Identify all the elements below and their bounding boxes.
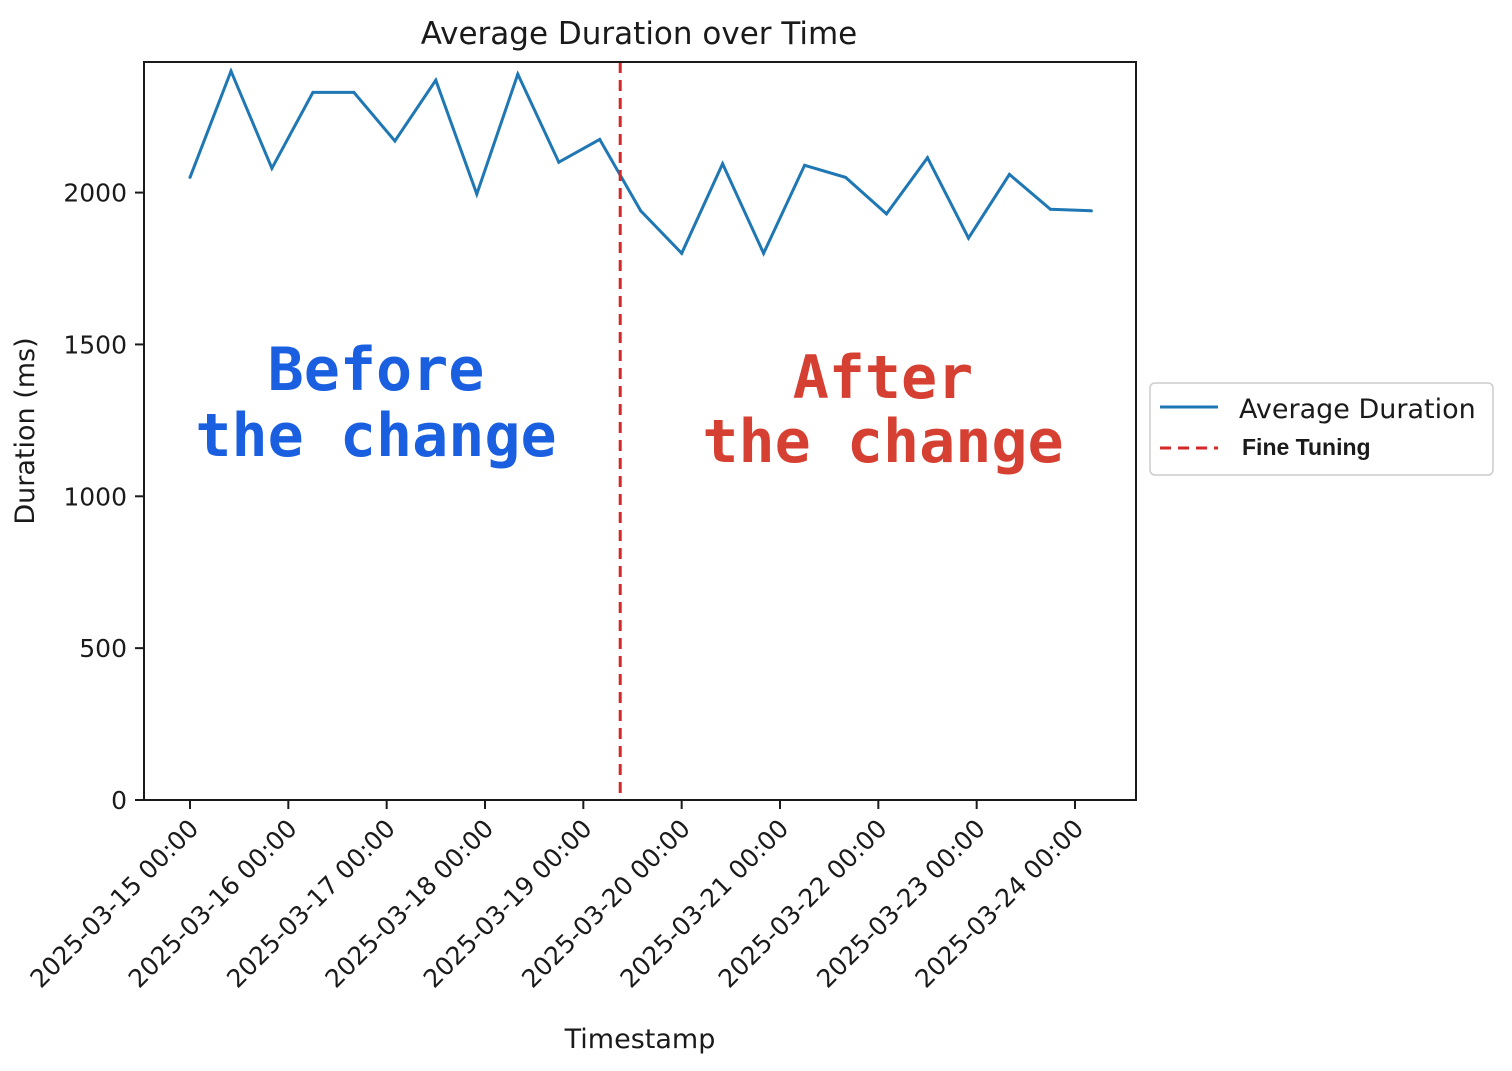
annotation-after: After the change bbox=[702, 343, 1063, 477]
data-point bbox=[1089, 209, 1093, 213]
legend-box bbox=[1149, 382, 1494, 476]
data-point bbox=[803, 163, 807, 167]
data-point bbox=[966, 236, 970, 240]
x-tick-label: 2025-03-23 00:00 bbox=[811, 814, 991, 994]
data-point bbox=[680, 251, 684, 255]
series-line-average-duration bbox=[188, 67, 1092, 257]
data-point bbox=[762, 251, 766, 255]
legend: Average Duration Fine Tuning bbox=[1149, 382, 1494, 476]
y-axis: 0 500 1000 1500 2000 bbox=[63, 179, 144, 815]
data-point bbox=[475, 192, 479, 196]
data-point bbox=[434, 78, 438, 82]
data-point bbox=[229, 69, 233, 73]
x-tick-label: 2025-03-22 00:00 bbox=[713, 814, 893, 994]
chart-title: Average Duration over Time bbox=[421, 16, 858, 52]
y-tick-label: 2000 bbox=[63, 179, 127, 208]
data-point bbox=[311, 90, 315, 94]
data-point bbox=[1007, 172, 1011, 176]
annotation-before: Before the change bbox=[195, 335, 556, 471]
data-point bbox=[270, 166, 274, 170]
plot-area-frame bbox=[143, 61, 1137, 801]
data-point bbox=[721, 162, 725, 166]
annotation-after-line2: the change bbox=[702, 407, 1063, 477]
y-tick-label: 1000 bbox=[63, 482, 127, 511]
data-point bbox=[352, 90, 356, 94]
x-tick-label: 2025-03-18 00:00 bbox=[319, 814, 499, 994]
legend-label-fine-tuning: Fine Tuning bbox=[1242, 434, 1371, 460]
data-point bbox=[885, 212, 889, 216]
x-tick-label: 2025-03-15 00:00 bbox=[24, 814, 204, 994]
x-axis-label: Timestamp bbox=[564, 1024, 716, 1055]
x-tick-label: 2025-03-21 00:00 bbox=[614, 814, 794, 994]
y-tick-label: 500 bbox=[79, 634, 127, 663]
x-tick-label: 2025-03-17 00:00 bbox=[221, 814, 401, 994]
data-point bbox=[393, 139, 397, 143]
x-tick-label: 2025-03-20 00:00 bbox=[516, 814, 696, 994]
annotation-before-line1: Before bbox=[268, 335, 485, 405]
data-point bbox=[844, 175, 848, 179]
legend-label-average-duration: Average Duration bbox=[1239, 394, 1476, 425]
data-point bbox=[557, 160, 561, 164]
x-tick-label: 2025-03-24 00:00 bbox=[909, 814, 1089, 994]
x-tick-label: 2025-03-19 00:00 bbox=[418, 814, 598, 994]
data-point bbox=[639, 209, 643, 213]
y-axis-label: Duration (ms) bbox=[10, 337, 41, 524]
annotation-after-line1: After bbox=[793, 343, 974, 413]
y-tick-label: 0 bbox=[111, 786, 127, 815]
y-tick-label: 1500 bbox=[63, 330, 127, 359]
data-point bbox=[926, 156, 929, 160]
x-tick-label: 2025-03-16 00:00 bbox=[123, 814, 303, 994]
data-point bbox=[1048, 207, 1052, 211]
data-point bbox=[516, 72, 520, 76]
series-layer bbox=[188, 62, 1093, 800]
annotation-before-line2: the change bbox=[195, 401, 556, 471]
data-point bbox=[598, 137, 602, 141]
data-point bbox=[188, 175, 192, 179]
